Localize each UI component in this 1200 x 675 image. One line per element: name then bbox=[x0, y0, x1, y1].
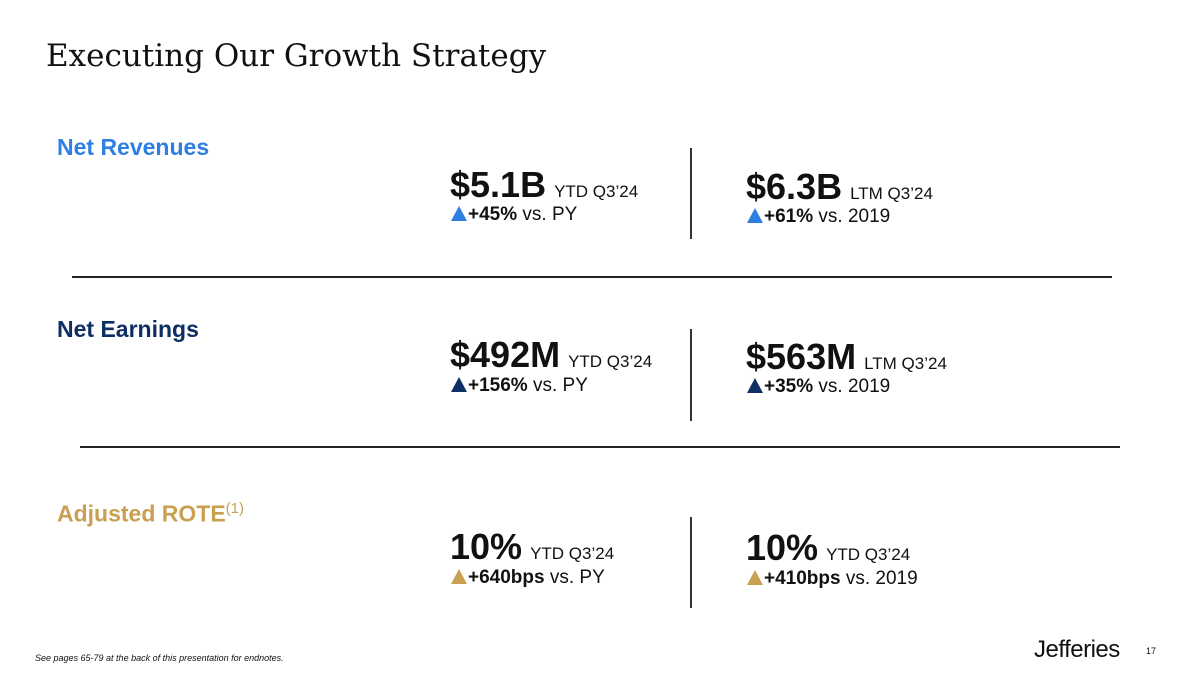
value: 10% bbox=[746, 527, 819, 568]
ytd-earnings-change: +156% vs. PY bbox=[451, 375, 588, 397]
ltm-revenue-change: +61% vs. 2019 bbox=[747, 206, 890, 228]
up-triangle-icon bbox=[451, 377, 467, 392]
up-triangle-icon bbox=[451, 569, 467, 584]
adjusted-rote-label: Adjusted ROTE(1) bbox=[57, 500, 244, 528]
compare: vs. PY bbox=[522, 204, 578, 225]
endnotes-footnote: See pages 65-79 at the back of this pres… bbox=[35, 653, 284, 663]
page-title: Executing Our Growth Strategy bbox=[46, 38, 547, 74]
value: $6.3B bbox=[746, 166, 843, 207]
value: $563M bbox=[746, 336, 857, 377]
value: 10% bbox=[450, 526, 523, 567]
ltm-revenue-value: $6.3B LTM Q3’24 bbox=[746, 166, 933, 208]
jefferies-logo: Jefferies bbox=[1034, 636, 1120, 663]
divider bbox=[690, 148, 692, 239]
footnote-ref: (1) bbox=[225, 500, 245, 517]
up-triangle-icon bbox=[747, 378, 763, 393]
period: YTD Q3’24 bbox=[826, 545, 911, 564]
change: +61% bbox=[764, 206, 814, 227]
change: +156% bbox=[468, 375, 528, 396]
value: $492M bbox=[450, 334, 561, 375]
divider bbox=[690, 517, 692, 608]
change: +35% bbox=[764, 376, 814, 397]
change: +410bps bbox=[764, 568, 841, 589]
compare: vs. PY bbox=[549, 567, 605, 588]
net-revenues-label: Net Revenues bbox=[57, 134, 210, 160]
period: LTM Q3’24 bbox=[850, 184, 933, 203]
ltm-earnings-change: +35% vs. 2019 bbox=[747, 376, 890, 398]
period: YTD Q3’24 bbox=[568, 352, 653, 371]
ytd-revenue-value: $5.1B YTD Q3’24 bbox=[450, 164, 638, 206]
rote-vs-2019-change: +410bps vs. 2019 bbox=[747, 568, 918, 590]
ytd-rote-change: +640bps vs. PY bbox=[451, 567, 605, 589]
compare: vs. 2019 bbox=[845, 568, 918, 589]
ytd-rote-value: 10% YTD Q3’24 bbox=[450, 526, 614, 568]
up-triangle-icon bbox=[747, 570, 763, 585]
value: $5.1B bbox=[450, 164, 547, 205]
ytd-earnings-value: $492M YTD Q3’24 bbox=[450, 334, 652, 376]
change: +45% bbox=[468, 204, 518, 225]
compare: vs. PY bbox=[532, 375, 588, 396]
divider bbox=[690, 329, 692, 421]
compare: vs. 2019 bbox=[818, 206, 891, 227]
up-triangle-icon bbox=[747, 208, 763, 223]
section-divider bbox=[72, 276, 1112, 278]
page-number: 17 bbox=[1146, 646, 1157, 656]
section-divider bbox=[80, 446, 1120, 448]
ytd-rote-value-2: 10% YTD Q3’24 bbox=[746, 527, 910, 569]
period: YTD Q3’24 bbox=[554, 182, 639, 201]
ytd-revenue-change: +45% vs. PY bbox=[451, 204, 577, 226]
ltm-earnings-value: $563M LTM Q3’24 bbox=[746, 336, 947, 378]
period: LTM Q3’24 bbox=[864, 354, 947, 373]
label-text: Adjusted ROTE bbox=[57, 500, 226, 527]
period: YTD Q3’24 bbox=[530, 544, 615, 563]
change: +640bps bbox=[468, 567, 545, 588]
net-earnings-label: Net Earnings bbox=[57, 316, 199, 342]
compare: vs. 2019 bbox=[818, 376, 891, 397]
up-triangle-icon bbox=[451, 206, 467, 221]
